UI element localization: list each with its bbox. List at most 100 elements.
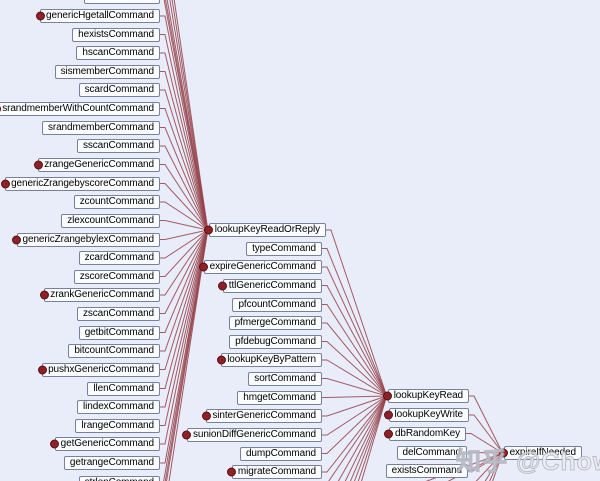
graph-node-lrangeCommand[interactable]: lrangeCommand [75, 418, 160, 433]
graph-node-label: genericZrangebylexCommand [22, 233, 155, 245]
graph-node-label: srandmemberCommand [47, 121, 154, 133]
callers-expand-dot-icon[interactable] [384, 410, 394, 420]
callers-expand-dot-icon[interactable] [39, 290, 49, 300]
graph-node-pfmergeCommand[interactable]: pfmergeCommand [228, 316, 322, 330]
callers-expand-dot-icon[interactable] [199, 262, 209, 272]
graph-node-getGenericCommand[interactable]: getGenericCommand [50, 437, 160, 451]
callers-expand-dot-icon[interactable] [383, 391, 393, 401]
graph-node-genericHgetallCommand[interactable]: genericHgetallCommand [35, 9, 160, 23]
graph-node-label: lindexCommand [83, 401, 154, 412]
graph-node-typeCommand[interactable]: typeCommand [246, 241, 322, 256]
callers-expand-dot-icon[interactable] [35, 11, 45, 21]
graph-node-label: dumpCommand [245, 447, 316, 459]
graph-node-label: pushxGenericCommand [48, 363, 154, 375]
graph-node-sortCommand[interactable]: sortCommand [248, 371, 322, 386]
callers-expand-dot-icon[interactable] [201, 411, 211, 421]
graph-node-expireIfNeeded[interactable]: expireIfNeeded [499, 446, 582, 460]
callers-expand-dot-icon[interactable] [182, 430, 192, 440]
graph-node-strlenCommand[interactable]: strlenCommand [78, 476, 160, 481]
graph-node-genericZrangebylexCommand[interactable]: genericZrangebylexCommand [12, 232, 160, 247]
graph-node-label: lookupKeyReadOrReply [214, 224, 320, 235]
graph-node-label: zcountCommand [79, 196, 154, 207]
graph-node-srandmemberCommand[interactable]: srandmemberCommand [41, 120, 160, 135]
graph-node-dumpCommand[interactable]: dumpCommand [239, 446, 322, 461]
graph-node-existsCommand[interactable]: existsCommand [385, 464, 468, 478]
graph-node-label: pfmergeCommand [234, 317, 317, 328]
graph-node-lindexCommand[interactable]: lindexCommand [77, 400, 160, 414]
graph-node-lookupKeyReadOrReply[interactable]: lookupKeyReadOrReply [204, 223, 326, 237]
graph-node-label: bitcountCommand [74, 345, 154, 356]
graph-node-migrateCommand[interactable]: migrateCommand [227, 465, 322, 479]
graph-node-label: migrateCommand [237, 466, 316, 477]
callers-expand-dot-icon[interactable] [218, 281, 228, 290]
graph-node-hlenCommand[interactable]: hlenCommand [84, 0, 160, 4]
graph-node-sunionDiffGenericCommand[interactable]: sunionDiffGenericCommand [182, 428, 322, 442]
graph-node-label: getbitCommand [84, 326, 154, 338]
graph-node-zscanCommand[interactable]: zscanCommand [76, 306, 160, 321]
graph-node-pushxGenericCommand[interactable]: pushxGenericCommand [37, 362, 160, 377]
graph-node-label: genericZrangebyscoreCommand [11, 177, 154, 189]
callers-expand-dot-icon[interactable] [384, 429, 394, 438]
graph-node-label: zlexcountCommand [67, 214, 154, 226]
graph-node-hmgetCommand[interactable]: hmgetCommand [237, 390, 322, 405]
callers-expand-dot-icon[interactable] [499, 448, 509, 458]
graph-node-pfdebugCommand[interactable]: pfdebugCommand [229, 334, 322, 349]
graph-node-label: zcardCommand [84, 252, 154, 263]
graph-node-genericZrangebyscoreCommand[interactable]: genericZrangebyscoreCommand [0, 176, 160, 191]
graph-node-zrankGenericCommand[interactable]: zrankGenericCommand [39, 288, 160, 302]
graph-node-label: lookupKeyRead [393, 390, 463, 401]
graph-node-label: scardCommand [84, 84, 154, 95]
graph-node-label: llenCommand [93, 382, 154, 394]
graph-node-label: expireIfNeeded [509, 447, 577, 458]
callers-expand-dot-icon[interactable] [0, 104, 1, 113]
graph-node-llenCommand[interactable]: llenCommand [87, 381, 160, 396]
graph-node-getbitCommand[interactable]: getbitCommand [78, 325, 160, 340]
callers-expand-dot-icon[interactable] [50, 439, 60, 449]
graph-node-label: sismemberCommand [60, 65, 155, 77]
graph-node-label: existsCommand [391, 465, 462, 476]
graph-node-hexistsCommand[interactable]: hexistsCommand [72, 27, 160, 42]
graph-node-label: dbRandomKey [394, 427, 460, 439]
graph-node-sismemberCommand[interactable]: sismemberCommand [54, 64, 160, 79]
callers-expand-dot-icon[interactable] [33, 160, 43, 169]
graph-node-label: sscanCommand [82, 140, 154, 151]
graph-node-label: strlenCommand [85, 477, 154, 481]
callers-expand-dot-icon[interactable] [37, 365, 47, 374]
graph-node-label: sortCommand [254, 372, 316, 384]
callers-expand-dot-icon[interactable] [204, 225, 214, 235]
graph-node-getrangeCommand[interactable]: getrangeCommand [63, 456, 160, 470]
graph-node-label: sinterGenericCommand [212, 410, 316, 421]
graph-node-zcardCommand[interactable]: zcardCommand [78, 251, 160, 265]
callers-expand-dot-icon[interactable] [12, 235, 22, 244]
graph-node-label: getrangeCommand [69, 457, 154, 468]
graph-node-label: lookupKeyByPattern [227, 354, 316, 365]
graph-node-lookupKeyRead[interactable]: lookupKeyRead [383, 389, 469, 403]
graph-node-lookupKeyWrite[interactable]: lookupKeyWrite [384, 408, 469, 422]
callers-expand-dot-icon[interactable] [0, 179, 10, 188]
graph-node-delCommand[interactable]: delCommand [396, 445, 467, 460]
graph-node-sinterGenericCommand[interactable]: sinterGenericCommand [201, 409, 322, 423]
graph-node-lookupKeyByPattern[interactable]: lookupKeyByPattern [216, 353, 322, 367]
graph-node-ttlGenericCommand[interactable]: ttlGenericCommand [218, 278, 322, 293]
graph-node-srandmemberWithCountCommand[interactable]: srandmemberWithCountCommand [0, 101, 160, 116]
graph-node-label: srandmemberWithCountCommand [2, 102, 154, 114]
graph-node-label: hexistsCommand [78, 28, 154, 40]
callers-expand-dot-icon[interactable] [227, 467, 237, 477]
graph-node-zlexcountCommand[interactable]: zlexcountCommand [61, 213, 160, 228]
graph-node-hscanCommand[interactable]: hscanCommand [76, 46, 160, 60]
graph-node-zscoreCommand[interactable]: zscoreCommand [73, 269, 160, 284]
graph-node-bitcountCommand[interactable]: bitcountCommand [68, 344, 160, 358]
graph-node-expireGenericCommand[interactable]: expireGenericCommand [199, 260, 322, 274]
callers-expand-dot-icon[interactable] [216, 355, 226, 365]
graph-node-zcountCommand[interactable]: zcountCommand [73, 195, 160, 209]
graph-node-zrangeGenericCommand[interactable]: zrangeGenericCommand [33, 157, 160, 172]
graph-node-sscanCommand[interactable]: sscanCommand [76, 139, 160, 153]
graph-node-label: ttlGenericCommand [228, 279, 316, 291]
graph-node-scardCommand[interactable]: scardCommand [78, 83, 160, 97]
graph-node-label: zrankGenericCommand [50, 289, 154, 300]
graph-node-pfcountCommand[interactable]: pfcountCommand [232, 297, 322, 312]
graph-node-dbRandomKey[interactable]: dbRandomKey [384, 426, 466, 441]
graph-node-label: delCommand [402, 446, 462, 458]
